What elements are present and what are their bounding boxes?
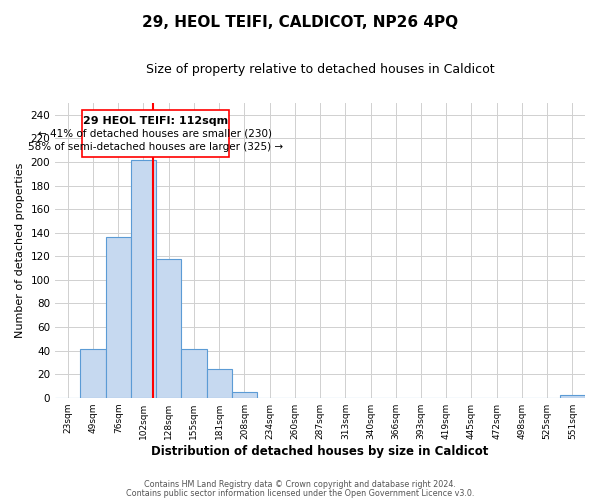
Y-axis label: Number of detached properties: Number of detached properties	[15, 162, 25, 338]
Bar	[106, 238, 131, 398]
Bar	[80, 350, 106, 398]
Bar	[156, 258, 181, 398]
X-axis label: Distribution of detached houses by size in Caldicot: Distribution of detached houses by size …	[151, 444, 489, 458]
Bar	[181, 350, 206, 398]
Text: ← 41% of detached houses are smaller (230): ← 41% of detached houses are smaller (23…	[38, 128, 272, 138]
Bar	[131, 160, 156, 398]
Text: Contains HM Land Registry data © Crown copyright and database right 2024.: Contains HM Land Registry data © Crown c…	[144, 480, 456, 489]
Bar	[82, 110, 229, 158]
Bar	[232, 392, 257, 398]
Text: 29 HEOL TEIFI: 112sqm: 29 HEOL TEIFI: 112sqm	[83, 116, 228, 126]
Bar	[206, 370, 232, 398]
Text: 58% of semi-detached houses are larger (325) →: 58% of semi-detached houses are larger (…	[28, 142, 283, 152]
Text: 29, HEOL TEIFI, CALDICOT, NP26 4PQ: 29, HEOL TEIFI, CALDICOT, NP26 4PQ	[142, 15, 458, 30]
Title: Size of property relative to detached houses in Caldicot: Size of property relative to detached ho…	[146, 62, 494, 76]
Bar	[560, 396, 585, 398]
Text: Contains public sector information licensed under the Open Government Licence v3: Contains public sector information licen…	[126, 488, 474, 498]
